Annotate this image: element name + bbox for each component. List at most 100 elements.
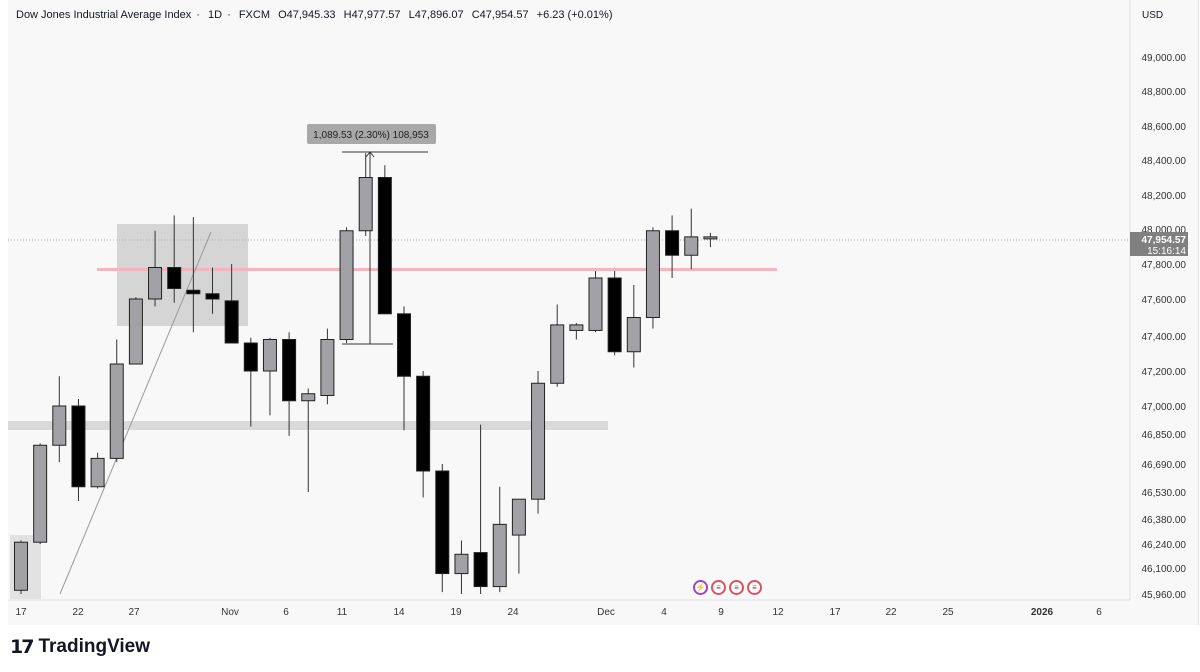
price-axis-label: 47,200.00 [1142,367,1187,378]
candle-down[interactable] [71,405,86,488]
price-axis-label: 47,000.00 [1142,402,1187,413]
price-axis-label: 48,000.00 [1142,225,1187,236]
candle-up[interactable] [684,236,699,256]
candle-down[interactable] [607,277,622,353]
candle-up[interactable] [358,177,373,232]
candle-down[interactable] [224,300,239,344]
candle-up[interactable] [550,324,565,384]
candle-up[interactable] [128,298,143,365]
legend-high: H47,977.57 [343,9,401,21]
candle-up[interactable] [301,393,316,402]
trend-line[interactable] [59,231,212,595]
time-axis-label: 11 [337,607,348,618]
chart-frame[interactable]: 49,000.00 48,800.00 48,600.00 48,400.00 48,2… [8,0,1199,625]
time-axis-label: 2026 [1031,607,1054,618]
candle-down[interactable] [282,339,297,402]
event-markers: ⚡ ≡ ≡ ≡ [693,580,762,595]
candle-down[interactable] [167,267,182,289]
candle-down[interactable] [377,177,392,315]
time-axis-label: 14 [393,607,405,618]
candle-down[interactable] [397,313,411,377]
candle-up[interactable] [454,553,469,575]
price-axis-label: 48,600.00 [1142,122,1187,133]
time-axis-label: 17 [829,607,841,618]
candle-down[interactable] [243,342,258,372]
time-axis-label: 25 [942,607,954,618]
time-axis-label: 9 [718,607,724,618]
candle-down[interactable] [205,293,220,300]
price-axis-label: 46,100.00 [1142,564,1187,575]
candle-up[interactable] [511,498,526,536]
time-axis-label: 12 [772,607,784,618]
candle-up[interactable] [262,339,277,372]
time-axis-label: 22 [72,607,84,618]
legend-interval[interactable]: 1D [208,9,223,21]
time-axis-label: 4 [661,607,667,618]
price-axis-label: 46,530.00 [1142,488,1187,499]
candle-down[interactable] [473,552,488,588]
tradingview-logo: 17 TradingView [10,636,150,658]
candle-up[interactable] [339,230,354,340]
legend-change: +6.23 (+0.01%) [536,9,613,21]
measure-label: 1,089.53 (2.30%) 108,953 [313,130,429,141]
candle-up[interactable] [109,363,124,459]
candle-down[interactable] [186,289,201,295]
price-axis-label: 46,850.00 [1142,430,1187,441]
price-axis-label: 47,600.00 [1142,295,1187,306]
legend-open: O47,945.33 [278,9,336,21]
price-axis-label: 45,960.00 [1142,590,1187,601]
price-axis-label: 46,240.00 [1142,540,1187,551]
price-axis-label: 48,400.00 [1142,156,1187,167]
candle-down[interactable] [416,375,431,472]
currency-label[interactable]: USD [1142,10,1164,21]
time-axis-label: 17 [15,607,27,618]
candle-up[interactable] [569,324,584,331]
measure-arrow-icon [365,151,375,158]
time-axis-label: 6 [1096,607,1102,618]
time-axis-label: Dec [597,607,615,618]
candle-up[interactable] [14,541,28,591]
legend-title: Dow Jones Industrial Average Index [16,9,192,21]
candle-up[interactable] [531,382,546,500]
price-axis-label: 46,690.00 [1142,460,1187,471]
resistance-line[interactable] [97,268,777,271]
legend-source: FXCM [238,9,270,21]
us-flag-icon[interactable]: ≡ [711,580,726,595]
candle-up[interactable] [703,236,718,240]
candlestick-chart[interactable]: 49,000.00 48,800.00 48,600.00 48,400.00 48,2… [8,0,1198,625]
price-axis-label: 48,800.00 [1142,87,1187,98]
brand-name: TradingView [38,636,151,657]
candle-down[interactable] [435,470,450,575]
legend-low: L47,896.07 [408,9,464,21]
candle-up[interactable] [492,523,507,588]
candle-up[interactable] [52,405,67,446]
last-price-tag[interactable] [1130,232,1188,256]
candle-up[interactable] [148,267,163,300]
time-axis-label: 24 [507,607,519,618]
candle-up[interactable] [588,277,603,331]
symbol-legend: Dow Jones Industrial Average Index · 1D · … [16,9,613,21]
legend-close: C47,954.57 [471,9,529,21]
time-axis-label: 22 [885,607,897,618]
time-axis-label: 27 [128,607,140,618]
price-axis-label: 46,380.00 [1142,515,1187,526]
price-axis-label: 47,400.00 [1142,332,1187,343]
price-axis-label: 47,800.00 [1142,260,1187,271]
us-flag-icon[interactable]: ≡ [747,580,762,595]
candle-up[interactable] [626,317,641,353]
last-price-value: 47,954.57 [1142,235,1187,246]
time-axis-label: 19 [450,607,462,618]
candle-up[interactable] [90,457,105,488]
time-axis-label: 6 [283,607,289,618]
candle-up[interactable] [645,230,660,318]
brand-mark-icon: 17 [10,636,34,658]
price-axis-label: 49,000.00 [1142,53,1187,64]
candle-up[interactable] [33,444,48,543]
bar-countdown: 15:16:14 [1147,246,1186,257]
measure-label-box[interactable] [307,124,436,144]
candle-down[interactable] [665,230,680,256]
time-axis-label: Nov [221,607,239,618]
lightning-icon[interactable]: ⚡ [693,580,708,595]
candle-up[interactable] [320,339,335,396]
us-flag-icon[interactable]: ≡ [729,580,744,595]
